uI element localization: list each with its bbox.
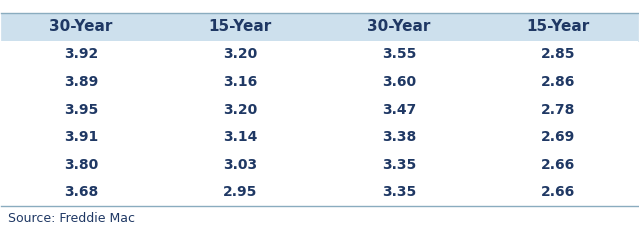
Text: Source: Freddie Mac: Source: Freddie Mac [8, 212, 135, 225]
